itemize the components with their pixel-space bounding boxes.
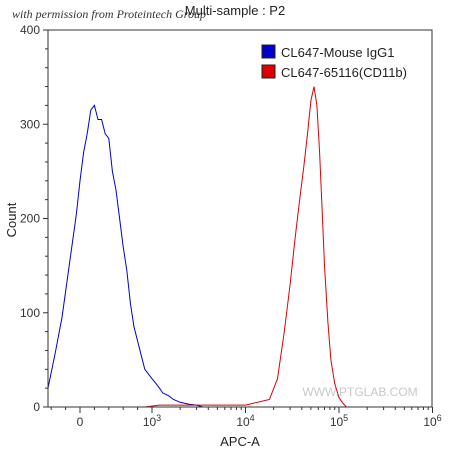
legend-swatch-isotype	[261, 44, 276, 59]
legend: CL647-Mouse IgG1 CL647-65116(CD11b)	[261, 44, 407, 80]
legend-label-isotype: CL647-Mouse IgG1	[281, 45, 394, 60]
y-axis: 0 100 200 300 400	[20, 23, 48, 414]
y-tick-label: 200	[20, 212, 40, 226]
x-tick-label: 103	[143, 413, 161, 429]
series-line-cd11b	[144, 86, 347, 408]
x-tick-label: 106	[423, 413, 441, 429]
legend-swatch-cd11b	[261, 64, 276, 79]
plot-area	[47, 86, 347, 408]
legend-label-cd11b: CL647-65116(CD11b)	[281, 65, 407, 80]
chart-title: Multi-sample : P2	[185, 3, 285, 18]
y-tick-label: 0	[33, 400, 40, 414]
y-axis-title: Count	[4, 202, 19, 237]
x-tick-label: 0	[77, 415, 84, 429]
watermark-text: WWW.PTGLAB.COM	[302, 385, 417, 399]
x-axis-title: APC-A	[220, 434, 260, 449]
x-axis: 0 103 104 105 106	[50, 407, 442, 429]
plot-frame	[47, 29, 433, 408]
series-line-isotype	[47, 104, 204, 408]
y-tick-label: 100	[20, 306, 40, 320]
x-tick-label: 104	[236, 413, 254, 429]
permission-note: with permission from Proteintech Group	[12, 7, 206, 21]
y-tick-label: 400	[20, 23, 40, 37]
y-tick-label: 300	[20, 117, 40, 131]
x-tick-label: 105	[330, 413, 348, 429]
